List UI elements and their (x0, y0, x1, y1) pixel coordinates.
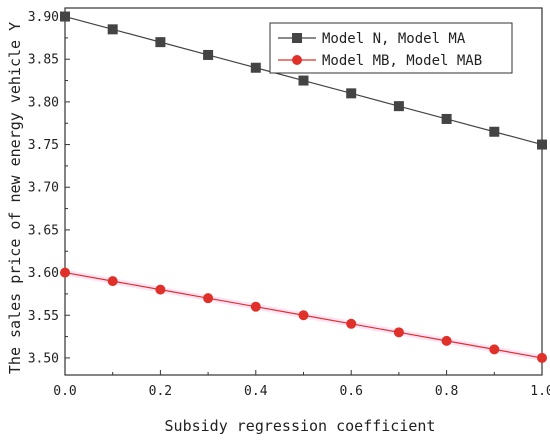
y-tick-label: 3.70 (28, 181, 59, 196)
series-2-point (60, 267, 70, 278)
x-axis-label: Subsidy regression coefficient (165, 417, 436, 435)
series-2-point (107, 276, 118, 287)
ticks-layer: 0.0 0.2 0.4 0.6 0.8 1.0 3.50 3.55 3.60 3.65 3.70 3.… (28, 10, 550, 399)
series-1-point (250, 62, 261, 73)
series-1-point (393, 101, 404, 112)
series-2-point (441, 335, 452, 346)
y-tick-label: 3.65 (28, 223, 59, 238)
series-1-point (298, 75, 309, 86)
x-tick-label: 0.6 (339, 384, 362, 399)
series-1-point (441, 113, 452, 124)
series-1-point (60, 11, 70, 22)
series-2-point (346, 318, 357, 329)
series-1-point (203, 49, 214, 60)
x-tick-label: 1.0 (530, 384, 550, 399)
series-1-point (346, 88, 357, 99)
legend-marker-series-1 (292, 33, 302, 43)
series-1-point (489, 126, 500, 137)
series-1-point (155, 37, 166, 48)
y-tick-label: 3.60 (28, 266, 59, 281)
x-tick-label: 0.0 (53, 384, 76, 399)
y-tick-label: 3.85 (28, 53, 59, 68)
x-tick-label: 0.2 (149, 384, 172, 399)
series-2-point (250, 301, 261, 312)
y-tick-label: 3.50 (28, 351, 59, 366)
legend-marker-series-2 (292, 55, 302, 65)
legend-label-series-2: Model MB, Model MAB (322, 53, 482, 69)
series-1-point (107, 24, 118, 35)
y-tick-label: 3.80 (28, 95, 59, 110)
legend: Model N, Model MA Model MB, Model MAB (269, 22, 513, 74)
x-tick-label: 0.4 (244, 384, 268, 399)
series-1-point (537, 139, 547, 150)
series-layer (60, 11, 547, 363)
y-tick-label: 3.55 (28, 309, 59, 324)
legend-box (269, 22, 513, 74)
legend-label-series-1: Model N, Model MA (322, 31, 466, 47)
y-tick-label: 3.90 (28, 10, 59, 25)
series-2-point (155, 284, 166, 295)
series-2-point (298, 310, 309, 321)
series-2-point (393, 327, 404, 338)
y-axis-label: The sales price of new energy vehicle Y (6, 22, 24, 374)
series-2-point (489, 344, 500, 355)
series-2-point (537, 352, 547, 363)
x-tick-label: 0.8 (435, 384, 458, 399)
y-tick-label: 3.75 (28, 138, 59, 153)
series-2-point (203, 293, 214, 304)
